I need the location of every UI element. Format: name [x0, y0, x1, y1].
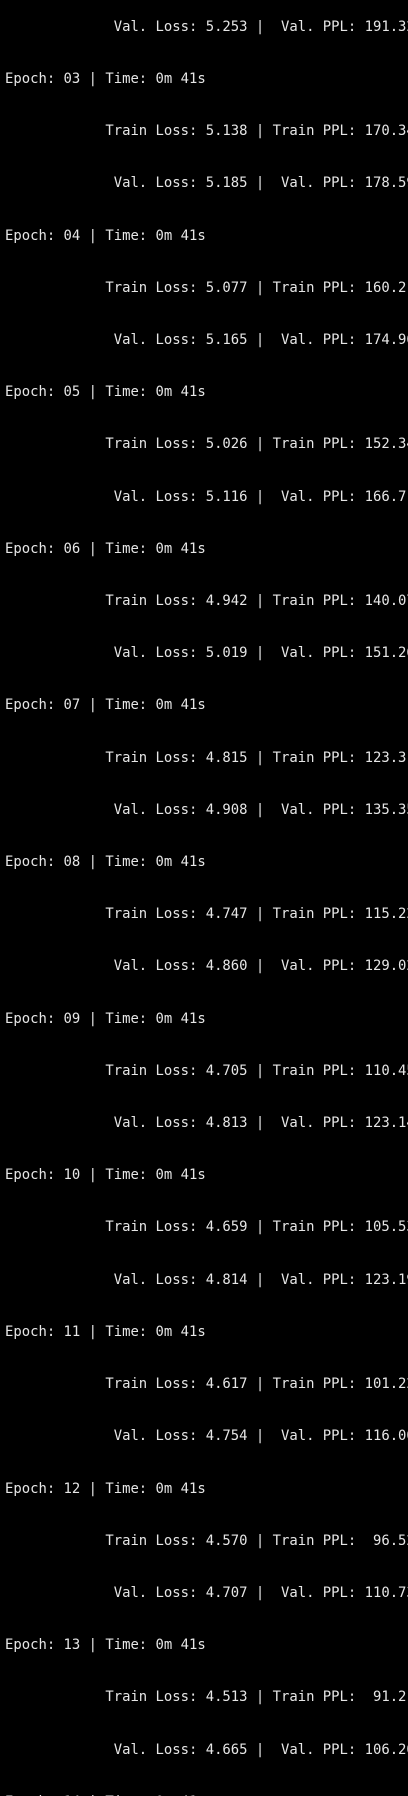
terminal-line: Train Loss: 5.138 | Train PPL: 170.340 — [5, 123, 408, 140]
terminal-line: Epoch: 13 | Time: 0m 41s — [5, 1637, 206, 1654]
terminal-line: Epoch: 10 | Time: 0m 41s — [5, 1167, 206, 1184]
terminal-line: Train Loss: 4.942 | Train PPL: 140.070 — [5, 593, 408, 610]
terminal-line: Epoch: 08 | Time: 0m 41s — [5, 854, 206, 871]
terminal-line: Val. Loss: 4.665 | Val. PPL: 106.205 — [5, 1741, 408, 1758]
terminal-line: Val. Loss: 5.185 | Val. PPL: 178.590 — [5, 175, 408, 192]
terminal-line: Train Loss: 4.705 | Train PPL: 110.457 — [5, 1062, 408, 1079]
terminal-line: Val. Loss: 5.116 | Val. PPL: 166.717 — [5, 488, 408, 505]
terminal-line: Epoch: 14 | Time: 0m 41s — [5, 1794, 408, 1796]
terminal-line: Epoch: 03 | Time: 0m 41s — [5, 71, 206, 88]
terminal-line: Train Loss: 4.513 | Train PPL: 91.215 — [5, 1689, 408, 1706]
terminal-line: Val. Loss: 4.754 | Val. PPL: 116.004 — [5, 1428, 408, 1445]
terminal-line: Train Loss: 5.077 | Train PPL: 160.215 — [5, 279, 408, 296]
terminal-line: Epoch: 04 | Time: 0m 41s — [5, 227, 206, 244]
terminal-line: Train Loss: 4.747 | Train PPL: 115.224 — [5, 906, 408, 923]
terminal-line: Train Loss: 4.815 | Train PPL: 123.318 — [5, 749, 408, 766]
terminal-line: Train Loss: 4.659 | Train PPL: 105.531 — [5, 1219, 408, 1236]
terminal-line: Epoch: 06 | Time: 0m 41s — [5, 540, 206, 557]
terminal-line: Val. Loss: 5.165 | Val. PPL: 174.965 — [5, 332, 408, 349]
terminal-line: Epoch: 05 | Time: 0m 41s — [5, 384, 206, 401]
terminal-line: Val. Loss: 4.707 | Val. PPL: 110.732 — [5, 1584, 408, 1601]
terminal-output: Val. Loss: 5.253 | Val. PPL: 191.325 Epo… — [5, 0, 408, 1796]
terminal-line: Val. Loss: 4.908 | Val. PPL: 135.350 — [5, 801, 408, 818]
terminal-line: Train Loss: 5.026 | Train PPL: 152.345 — [5, 436, 408, 453]
terminal-line: Val. Loss: 5.019 | Val. PPL: 151.260 — [5, 645, 408, 662]
terminal-line: Val. Loss: 4.814 | Val. PPL: 123.191 — [5, 1271, 408, 1288]
terminal-line: Epoch: 07 | Time: 0m 41s — [5, 697, 206, 714]
terminal-line: Val. Loss: 4.860 | Val. PPL: 129.029 — [5, 958, 408, 975]
terminal-line: Epoch: 09 | Time: 0m 41s — [5, 1010, 206, 1027]
terminal-line: Epoch: 11 | Time: 0m 41s — [5, 1323, 206, 1340]
terminal-line: Val. Loss: 4.813 | Val. PPL: 123.144 — [5, 1115, 408, 1132]
terminal-line: Train Loss: 4.570 | Train PPL: 96.528 — [5, 1532, 408, 1549]
terminal-line: Val. Loss: 5.253 | Val. PPL: 191.325 — [5, 18, 408, 35]
terminal-line: Train Loss: 4.617 | Train PPL: 101.222 — [5, 1376, 408, 1393]
terminal-line: Epoch: 12 | Time: 0m 41s — [5, 1480, 206, 1497]
